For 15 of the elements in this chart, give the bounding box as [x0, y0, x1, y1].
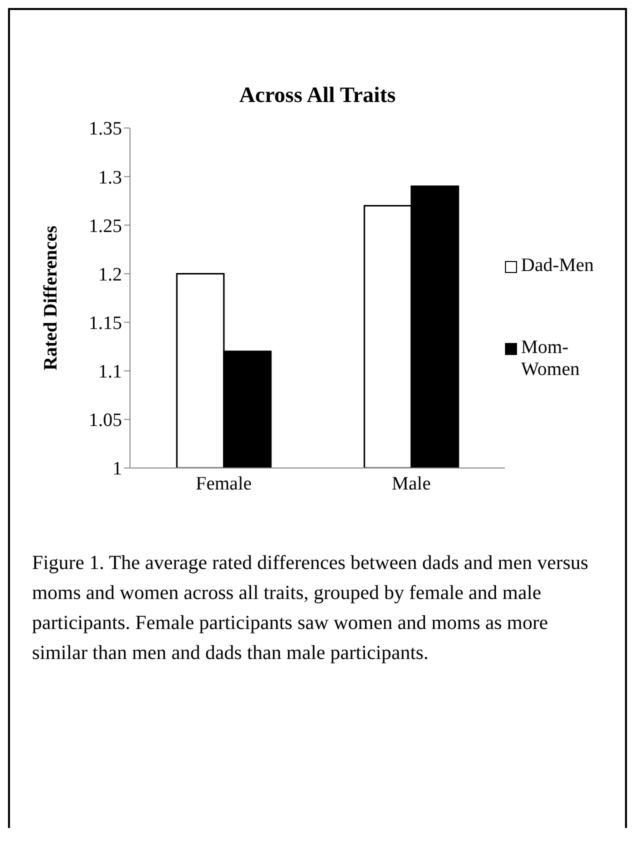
y-tick-label: 1.35 [88, 118, 122, 140]
y-tick-label: 1 [112, 458, 122, 480]
y-tick-label: 1.3 [98, 167, 122, 188]
chart-title: Across All Traits [238, 82, 397, 108]
legend-label: Mom-Women [521, 337, 581, 381]
y-axis-title: Rated Differences [40, 226, 62, 370]
caption: Figure 1. The average rated differences between dads and men versus moms and women across all traits, grouped by female and male participants. Female participants saw women and moms as more similar than men and dads than male participants. [32, 551, 590, 666]
y-tick-label: 1.1 [98, 362, 122, 383]
x-tick-label: Male [392, 473, 431, 494]
y-tick-label: 1.05 [88, 410, 122, 432]
y-tick-label: 1.25 [88, 216, 122, 237]
y-tick-label: 1.2 [98, 264, 122, 286]
x-tick-label: Female [196, 473, 252, 494]
y-tick-label: 1.15 [88, 313, 122, 334]
legend-label: Dad-Men [521, 255, 594, 277]
